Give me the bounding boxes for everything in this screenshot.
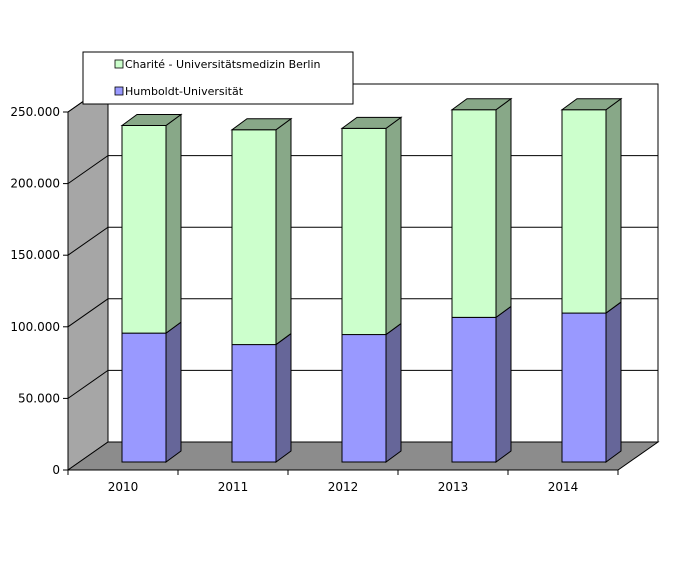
legend-label-charite: Charité - Universitätsmedizin Berlin xyxy=(125,58,321,71)
bar-front xyxy=(451,109,497,318)
legend-box xyxy=(82,51,354,105)
bar-segment xyxy=(230,117,293,346)
bar-side xyxy=(495,97,512,319)
bar-top xyxy=(450,98,513,111)
bar-top xyxy=(230,118,293,131)
y-tick-labels: 0 50.000 100.000 150.000 200.000 250.000 xyxy=(10,105,60,477)
bar-segment xyxy=(450,97,513,319)
x-tick-label: 2014 xyxy=(548,480,579,494)
bar-side xyxy=(165,321,182,463)
x-tick-label: 2013 xyxy=(438,480,469,494)
bar-segment xyxy=(341,322,402,463)
bar-segment xyxy=(231,332,292,463)
bar-front xyxy=(121,124,167,334)
bar-segment xyxy=(560,97,623,315)
bar-segment xyxy=(451,305,512,463)
legend: Charité - Universitätsmedizin Berlin Hum… xyxy=(82,51,354,105)
bar-front xyxy=(561,109,607,314)
y-tick-label: 100.000 xyxy=(10,320,60,334)
legend-swatch-humboldt xyxy=(114,86,124,96)
bar-side xyxy=(385,116,402,336)
bar-top xyxy=(560,98,623,111)
bar-side xyxy=(495,305,512,463)
y-tick-label: 150.000 xyxy=(10,248,60,262)
bar-top xyxy=(340,116,403,129)
legend-swatch-charite xyxy=(114,59,124,69)
bar-front xyxy=(561,312,607,463)
bar-side xyxy=(385,322,402,463)
bar-front xyxy=(231,344,277,463)
y-tick-label: 250.000 xyxy=(10,105,60,119)
axes xyxy=(63,111,619,475)
x-tick-label: 2011 xyxy=(218,480,249,494)
y-tick-label: 0 xyxy=(52,463,60,477)
bar-segment xyxy=(340,116,403,336)
legend-label-humboldt: Humboldt-Universität xyxy=(125,85,244,98)
bar-segment xyxy=(121,321,182,463)
y-tick-label: 200.000 xyxy=(10,177,60,191)
bar-front xyxy=(341,334,387,463)
bar-segment xyxy=(120,113,183,335)
x-tick-label: 2010 xyxy=(108,480,139,494)
x-tick-labels: 2010 2011 2012 2013 2014 xyxy=(108,480,579,494)
bar-side xyxy=(165,113,182,335)
left-wall xyxy=(67,83,109,471)
bar-front xyxy=(121,332,167,463)
y-tick-label: 50.000 xyxy=(18,391,60,405)
bar-side xyxy=(605,97,622,315)
bars xyxy=(120,97,623,463)
bar-side xyxy=(275,117,292,346)
x-tick-label: 2012 xyxy=(328,480,359,494)
bar-front xyxy=(341,127,387,336)
bar-side xyxy=(605,301,622,463)
bar-top xyxy=(120,113,183,126)
bar-front xyxy=(231,129,277,346)
bar-side xyxy=(275,332,292,463)
bar-front xyxy=(451,316,497,463)
bar-segment xyxy=(561,301,622,463)
